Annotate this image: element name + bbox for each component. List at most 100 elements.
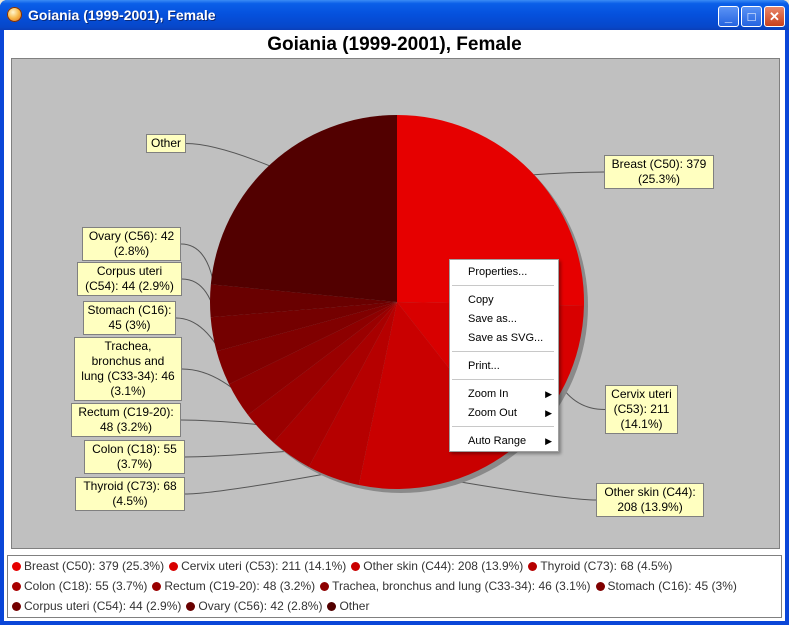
callout-line: Ovary (C56): 42 xyxy=(88,229,175,243)
legend-swatch-icon xyxy=(12,602,21,611)
callout-cervix-uteri: Cervix uteri (C53): 211 (14.1%) xyxy=(605,385,678,434)
legend-swatch-icon xyxy=(528,562,538,571)
title-bar[interactable]: Goiania (1999-2001), Female _ □ ✕ xyxy=(0,0,789,30)
legend-label: Corpus uteri (C54): 44 (2.9%) xyxy=(24,599,182,613)
callout-other: Other xyxy=(146,134,186,153)
plot-area[interactable]: Breast (C50): 379 (25.3%) Cervix uteri (… xyxy=(11,58,780,549)
legend-item: Ovary (C56): 42 (2.8%) xyxy=(186,599,322,613)
legend-item: Thyroid (C73): 68 (4.5%) xyxy=(528,559,672,573)
pie-slice-10[interactable] xyxy=(210,114,397,302)
callout-line: Other skin (C44): xyxy=(604,485,696,499)
callout-line: Breast (C50): 379 xyxy=(611,157,707,171)
callout-thyroid: Thyroid (C73): 68 (4.5%) xyxy=(75,477,185,511)
submenu-arrow-icon: ▶ xyxy=(545,436,552,446)
legend-label: Ovary (C56): 42 (2.8%) xyxy=(198,599,323,613)
callout-line: Colon (C18): 55 xyxy=(92,442,177,456)
callout-corpus-uteri: Corpus uteri (C54): 44 (2.9%) xyxy=(77,262,182,296)
callout-line: (C54): 44 (2.9%) xyxy=(85,279,174,293)
legend-label: Trachea, bronchus and lung (C33-34): 46 … xyxy=(332,579,591,593)
label-connector xyxy=(438,477,597,501)
legend-swatch-icon xyxy=(186,602,196,611)
callout-trachea-bronchus-lung: Trachea, bronchus and lung (C33-34): 46 … xyxy=(74,337,182,401)
callout-rectum: Rectum (C19-20): 48 (3.2%) xyxy=(71,403,181,437)
menu-item-label: Auto Range xyxy=(468,435,527,447)
callout-stomach: Stomach (C16): 45 (3%) xyxy=(83,301,176,335)
callout-line: bronchus and xyxy=(91,354,165,368)
pie-slice-5[interactable] xyxy=(247,302,397,443)
callout-line: (C53): 211 xyxy=(613,402,670,416)
java-app-icon[interactable] xyxy=(7,7,22,22)
legend-item: Colon (C18): 55 (3.7%) xyxy=(12,579,147,593)
menu-item-properties[interactable]: Properties... xyxy=(468,266,528,278)
menu-item-zoom-out[interactable]: Zoom Out ▶ xyxy=(450,404,556,423)
callout-line: Trachea, xyxy=(104,339,152,353)
callout-line: (4.5%) xyxy=(112,494,148,508)
legend-label: Rectum (C19-20): 48 (3.2%) xyxy=(164,579,316,593)
chart-panel[interactable]: Goiania (1999-2001), Female Breast (C50)… xyxy=(4,30,785,621)
legend-swatch-icon xyxy=(327,602,337,611)
callout-line: Other xyxy=(150,136,181,150)
submenu-arrow-icon: ▶ xyxy=(545,389,552,399)
context-menu[interactable]: Properties... Copy Save as... Save as SV… xyxy=(449,259,559,452)
legend-swatch-icon xyxy=(152,582,162,591)
menu-item-copy[interactable]: Copy xyxy=(468,294,494,306)
menu-separator xyxy=(452,426,554,427)
callout-line: (25.3%) xyxy=(637,172,681,186)
legend-label: Colon (C18): 55 (3.7%) xyxy=(24,579,148,593)
minimize-button[interactable]: _ xyxy=(718,6,739,27)
legend-item: Breast (C50): 379 (25.3%) xyxy=(12,559,164,573)
legend-item: Other skin (C44): 208 (13.9%) xyxy=(351,559,523,573)
pie-slice-4[interactable] xyxy=(273,302,397,467)
legend-swatch-icon xyxy=(595,582,605,591)
menu-item-auto-range[interactable]: Auto Range ▶ xyxy=(450,432,556,451)
legend-label: Stomach (C16): 45 (3%) xyxy=(607,579,737,593)
close-button[interactable]: ✕ xyxy=(764,6,785,27)
legend-swatch-icon xyxy=(12,562,21,571)
legend-item: Other xyxy=(327,599,369,613)
pie-slice-3[interactable] xyxy=(308,302,397,486)
legend-label: Other xyxy=(339,599,370,613)
pie-slice-7[interactable] xyxy=(216,302,397,385)
callout-line: 208 (13.9%) xyxy=(617,500,683,514)
legend-label: Cervix uteri (C53): 211 (14.1%) xyxy=(181,559,347,573)
pie-slice-0[interactable] xyxy=(397,115,585,306)
callout-line: Stomach (C16): xyxy=(87,303,172,317)
legend-row: Colon (C18): 55 (3.7%) Rectum (C19-20): 4… xyxy=(12,579,742,593)
legend-item: Stomach (C16): 45 (3%) xyxy=(595,579,737,593)
legend-swatch-icon xyxy=(351,562,361,571)
callout-line: Cervix uteri xyxy=(611,387,672,401)
callout-ovary: Ovary (C56): 42 (2.8%) xyxy=(82,227,181,261)
legend-row: Corpus uteri (C54): 44 (2.9%) Ovary (C56)… xyxy=(12,599,374,613)
legend-swatch-icon xyxy=(169,562,179,571)
maximize-button[interactable]: □ xyxy=(741,6,762,27)
legend-label: Breast (C50): 379 (25.3%) xyxy=(24,559,165,573)
pie-slice-8[interactable] xyxy=(210,302,397,352)
legend-item: Trachea, bronchus and lung (C33-34): 46 … xyxy=(320,579,591,593)
callout-line: (3.1%) xyxy=(110,384,146,398)
pie-slice-6[interactable] xyxy=(229,302,397,415)
callout-line: lung (C33-34): 46 xyxy=(81,369,175,383)
menu-item-label: Zoom Out xyxy=(468,407,517,419)
callout-line: Rectum (C19-20): xyxy=(78,405,174,419)
window-title: Goiania (1999-2001), Female xyxy=(28,7,216,23)
pie-slice-9[interactable] xyxy=(210,284,397,318)
legend-swatch-icon xyxy=(12,582,21,591)
menu-item-label: Zoom In xyxy=(468,388,509,400)
callout-other-skin: Other skin (C44): 208 (13.9%) xyxy=(596,483,704,517)
menu-item-save-as-svg[interactable]: Save as SVG... xyxy=(468,332,544,344)
callout-line: Corpus uteri xyxy=(96,264,163,278)
menu-item-print[interactable]: Print... xyxy=(468,360,500,372)
label-connector xyxy=(180,419,265,426)
menu-separator xyxy=(452,285,554,286)
legend-swatch-icon xyxy=(320,582,330,591)
label-connector xyxy=(184,471,336,495)
legend-label: Thyroid (C73): 68 (4.5%) xyxy=(540,559,673,573)
chart-title: Goiania (1999-2001), Female xyxy=(267,34,522,55)
callout-line: 48 (3.2%) xyxy=(99,420,153,434)
callout-line: (2.8%) xyxy=(113,244,150,258)
menu-item-zoom-in[interactable]: Zoom In ▶ xyxy=(450,385,556,404)
chart-legend: Breast (C50): 379 (25.3%) Cervix uteri (C… xyxy=(7,555,782,618)
menu-item-save-as[interactable]: Save as... xyxy=(468,313,517,325)
legend-item: Cervix uteri (C53): 211 (14.1%) xyxy=(169,559,346,573)
